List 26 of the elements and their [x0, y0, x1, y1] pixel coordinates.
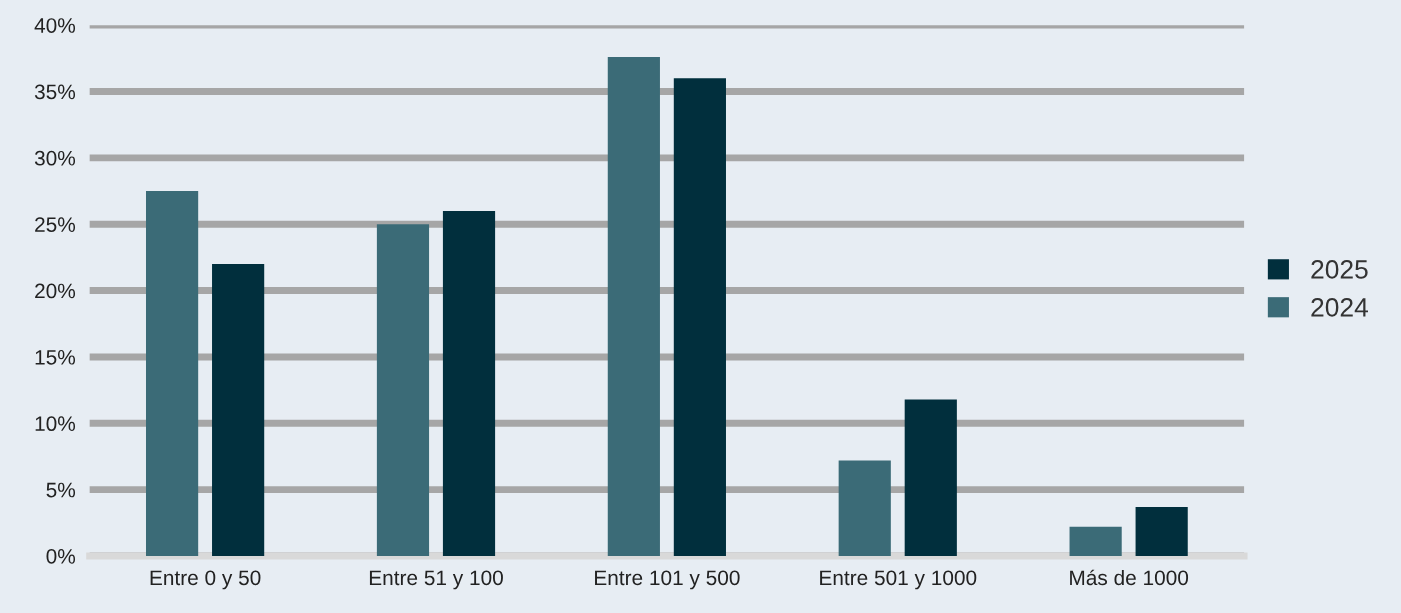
- x-tick-label: Entre 0 y 50: [150, 570, 261, 590]
- y-tick-label: 10%: [35, 416, 76, 432]
- x-tick-label: Más de 1000: [1070, 569, 1189, 586]
- bar: [673, 78, 726, 556]
- bar: [442, 210, 496, 556]
- bar: [1135, 506, 1188, 556]
- y-tick-label: 5%: [46, 482, 76, 498]
- bar: [212, 264, 265, 556]
- y-tick-label: 15%: [35, 350, 76, 365]
- bar: [1069, 526, 1122, 556]
- y-tick-label: 25%: [35, 217, 76, 232]
- y-tick-label: 40%: [34, 18, 76, 33]
- y-tick-label: 0%: [46, 548, 76, 564]
- bar: [607, 56, 660, 556]
- legend-label: 2025: [1311, 260, 1368, 279]
- x-tick-label: Entre 51 y 100: [369, 570, 503, 590]
- y-tick-label: 35%: [34, 84, 76, 100]
- bar: [838, 460, 891, 556]
- x-tick-label: Entre 501 y 1000: [820, 570, 977, 590]
- bar: [376, 224, 430, 556]
- x-tick-label: Entre 101 y 500: [595, 570, 740, 590]
- bar: [146, 191, 199, 556]
- bar: [904, 399, 957, 556]
- legend-label: 2024: [1311, 298, 1368, 317]
- y-tick-label: 20%: [35, 283, 76, 299]
- y-tick-label: 30%: [34, 150, 76, 166]
